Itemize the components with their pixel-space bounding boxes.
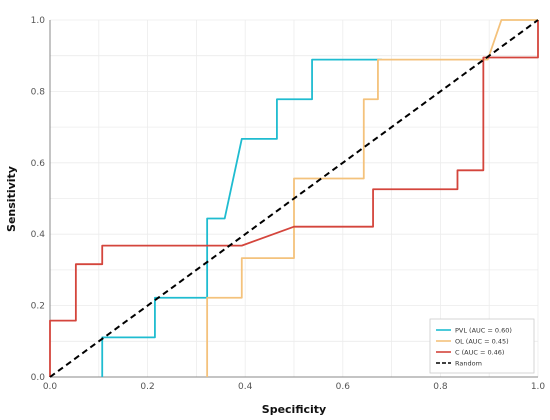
x-tick-labels: 0.0 0.2 0.4 0.6 0.8 1.0 xyxy=(43,382,546,392)
axes xyxy=(49,20,538,378)
grid-lines xyxy=(49,19,539,378)
x-tick-label: 0.2 xyxy=(140,382,154,392)
x-tick-label: 0.8 xyxy=(433,382,448,392)
legend-box xyxy=(429,318,535,374)
y-tick-label: 0.4 xyxy=(31,230,46,240)
series-line-random xyxy=(49,19,539,378)
x-tick-label: 0.6 xyxy=(336,382,351,392)
y-axis-title: Sensitivity xyxy=(5,166,18,232)
series-line-pvl xyxy=(101,58,382,377)
y-tick-label: 0.2 xyxy=(31,302,45,312)
legend-label-c: C (AUC = 0.46) xyxy=(455,348,504,356)
legend: PVL (AUC = 0.60) OL (AUC = 0.45) C (AUC = … xyxy=(429,318,535,374)
x-tick-label: 0.0 xyxy=(43,382,58,392)
x-tick-label: 1.0 xyxy=(531,382,546,392)
y-tick-label: 0.0 xyxy=(31,373,46,383)
y-tick-label: 0.6 xyxy=(31,159,46,169)
series-layer xyxy=(49,19,539,378)
series-line-c xyxy=(49,20,539,377)
series-line-ol xyxy=(206,19,538,377)
y-tick-label: 0.8 xyxy=(31,87,46,97)
y-tick-label: 1.0 xyxy=(31,16,46,26)
legend-label-pvl: PVL (AUC = 0.60) xyxy=(455,326,512,334)
y-tick-labels: 0.0 0.2 0.4 0.6 0.8 1.0 xyxy=(31,16,46,383)
legend-label-ol: OL (AUC = 0.45) xyxy=(455,337,509,345)
x-axis-title: Specificity xyxy=(262,403,326,416)
legend-label-random: Random xyxy=(455,359,482,367)
x-tick-label: 0.4 xyxy=(238,382,253,392)
